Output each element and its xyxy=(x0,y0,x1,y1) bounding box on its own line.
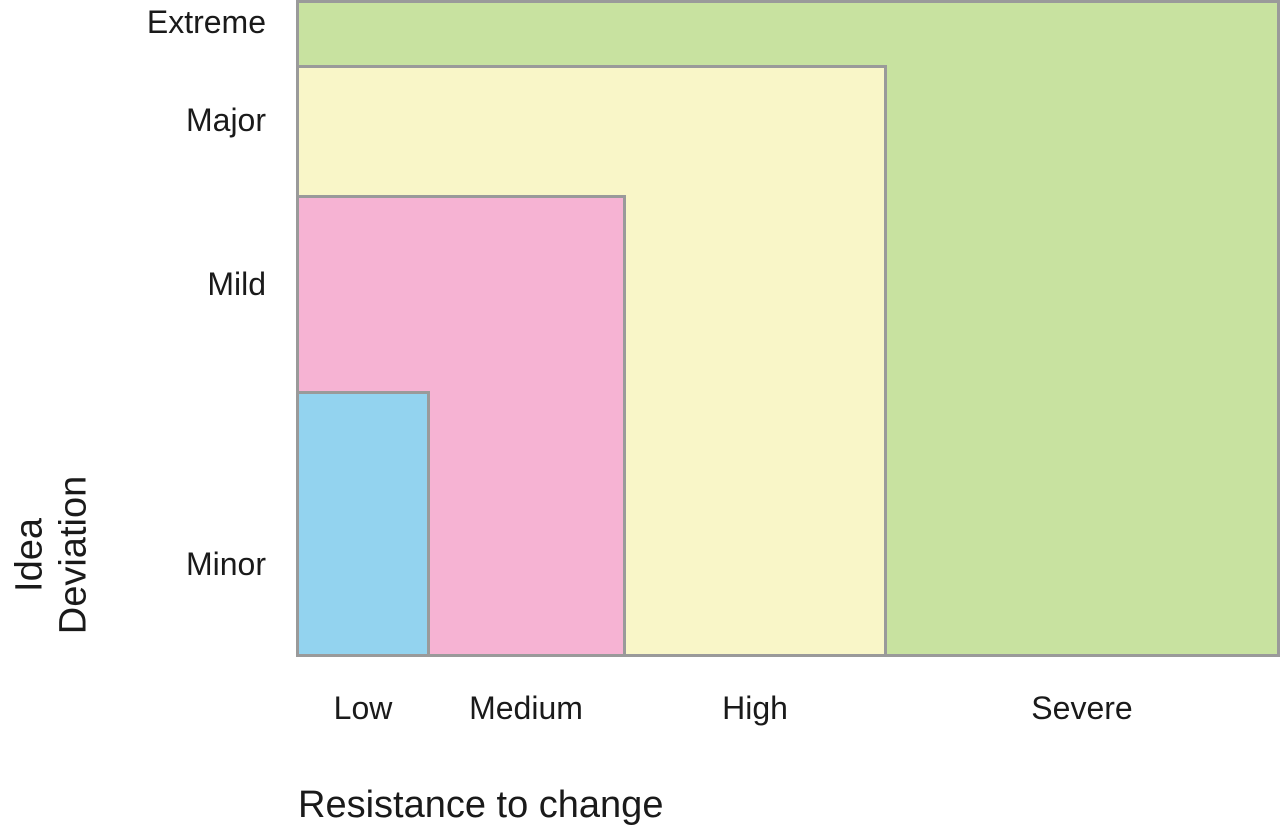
y-label-minor: Minor xyxy=(185,546,266,582)
y-label-mild: Mild xyxy=(207,266,266,302)
x-axis-title: Resistance to change xyxy=(298,784,664,826)
y-axis-title-line-1: Idea xyxy=(8,518,51,592)
y-axis-title-line-2: Deviation xyxy=(52,475,94,635)
x-label-high: High xyxy=(722,690,788,726)
y-axis-title: Idea Deviation xyxy=(8,476,95,634)
x-label-medium: Medium xyxy=(469,690,583,726)
x-label-low: Low xyxy=(333,690,393,726)
region-minor-low xyxy=(296,391,430,657)
x-label-severe: Severe xyxy=(1031,690,1133,726)
y-label-extreme: Extreme xyxy=(146,4,266,40)
y-label-major: Major xyxy=(185,102,266,138)
